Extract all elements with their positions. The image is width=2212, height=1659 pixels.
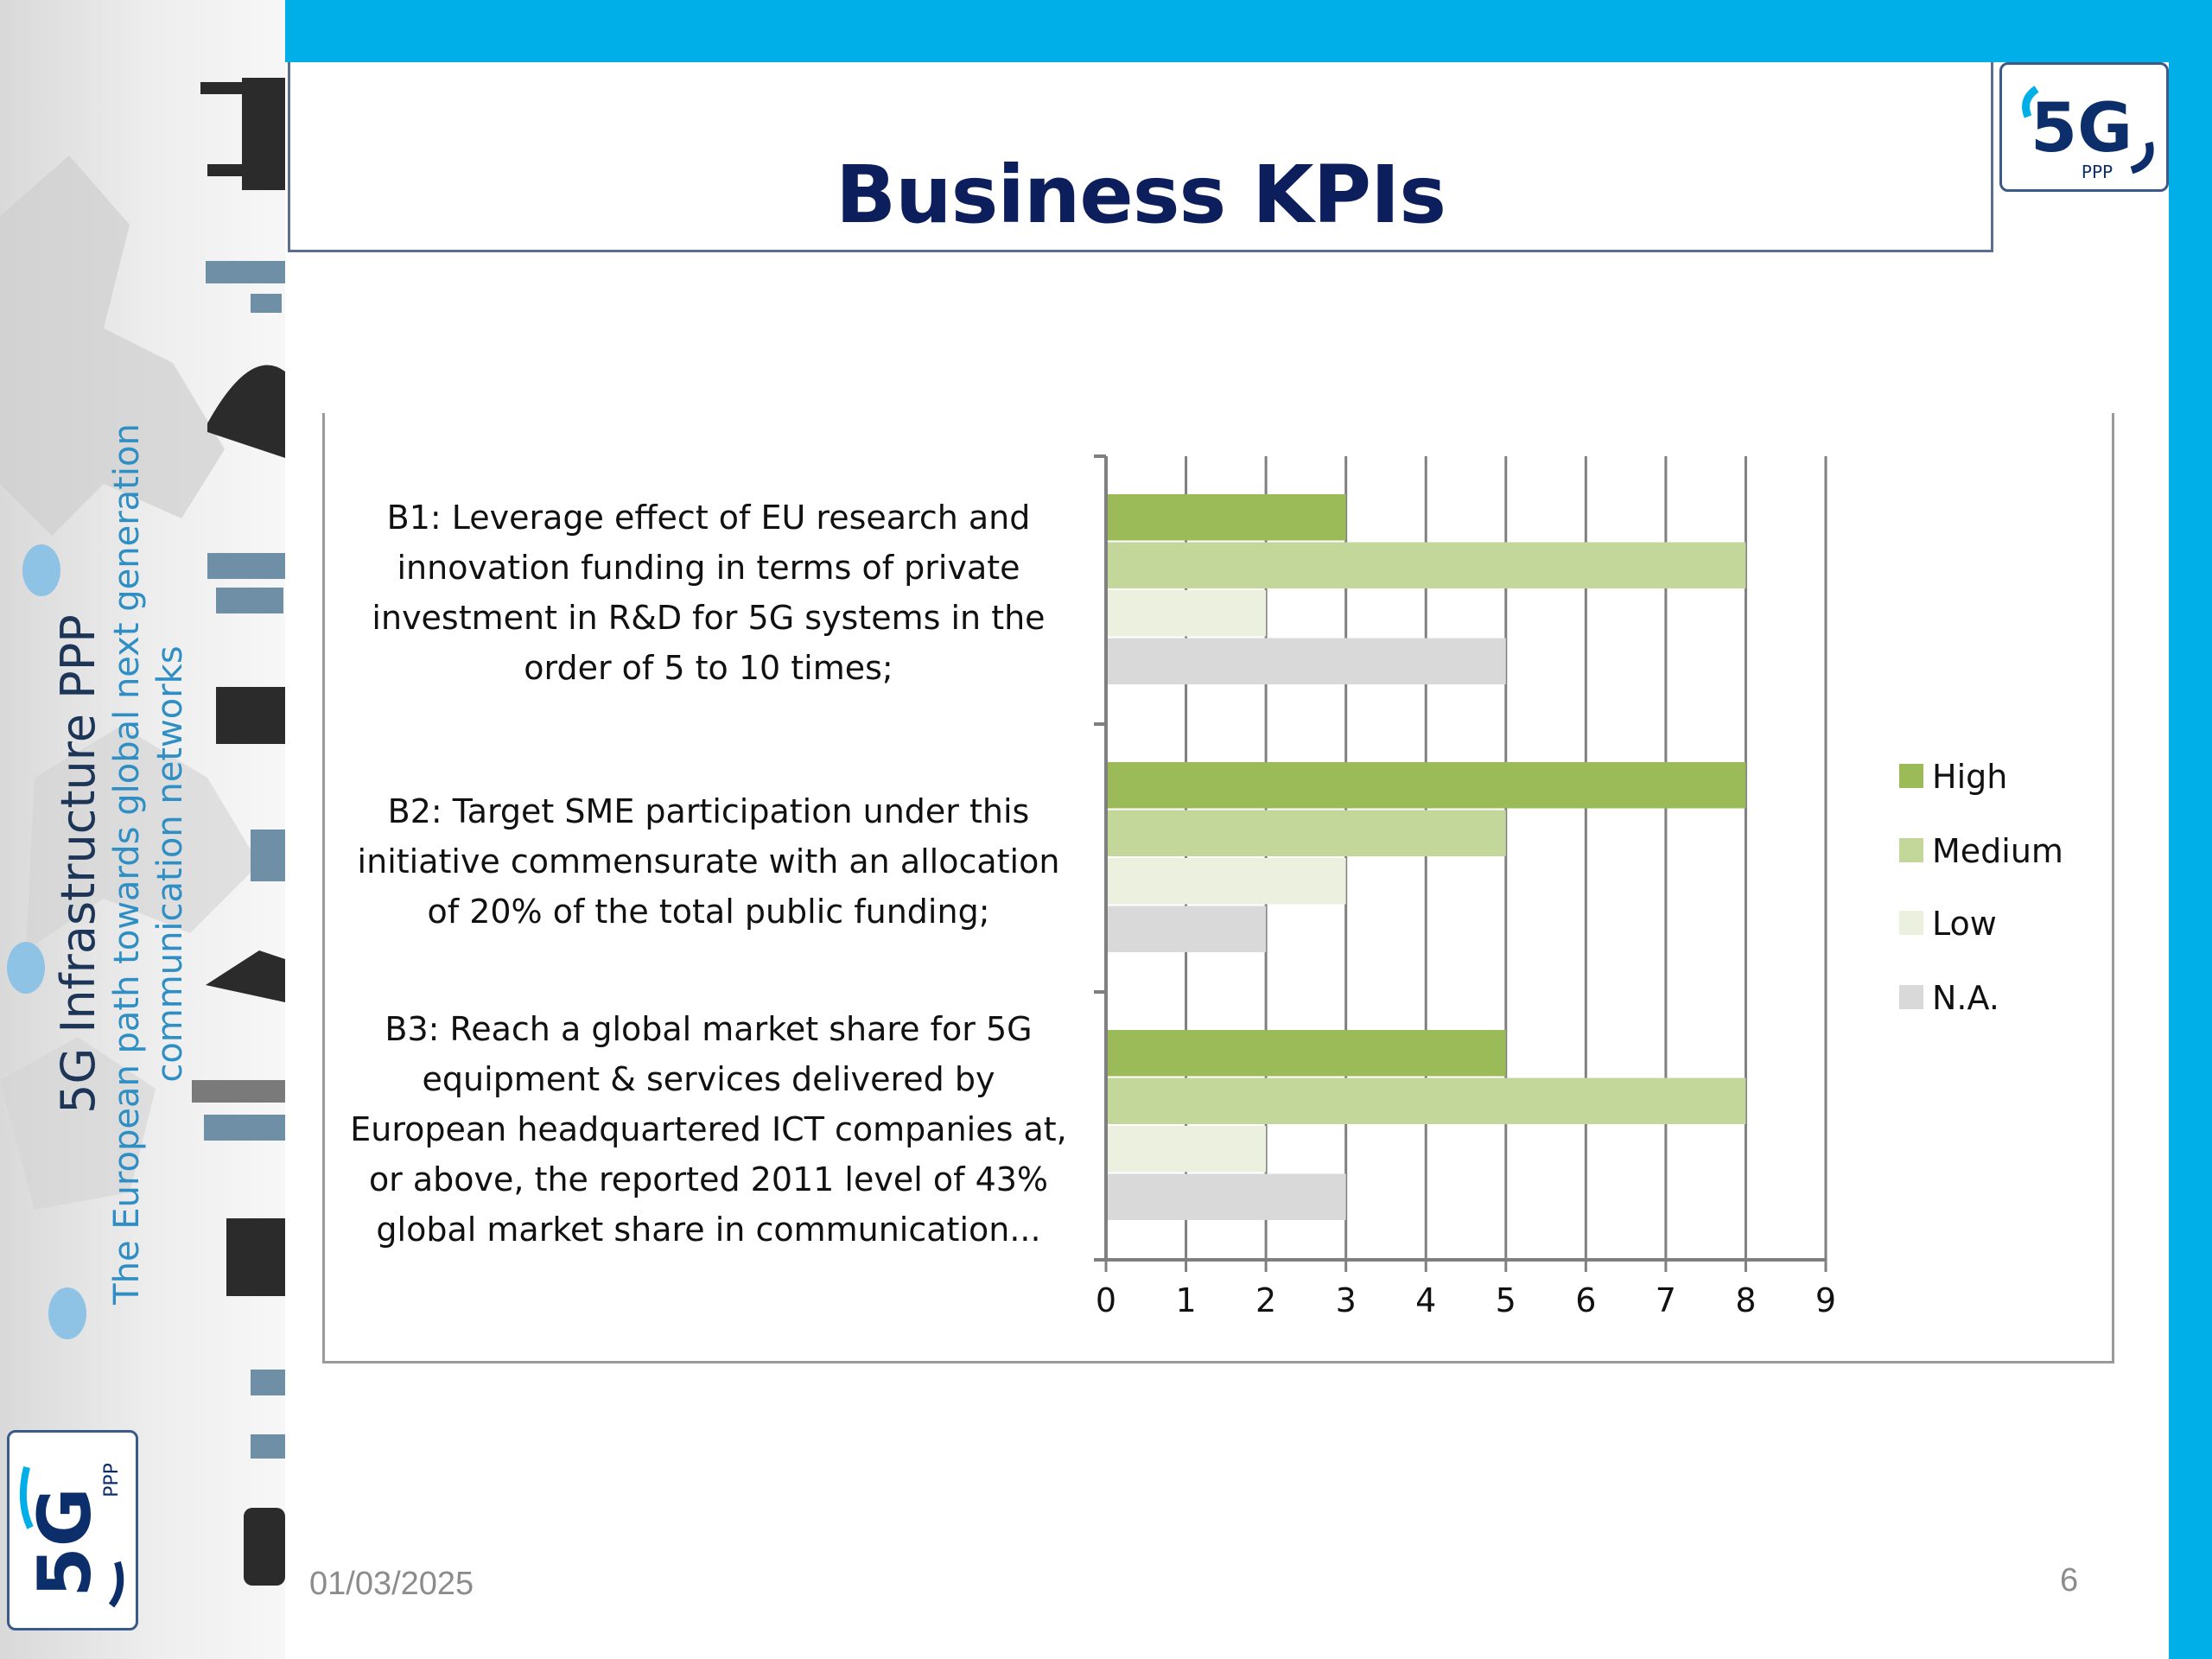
x-tick-label: 3 bbox=[1336, 1281, 1357, 1319]
bar-medium-2 bbox=[1106, 810, 1506, 856]
category-label-line: global market share in communication... bbox=[376, 1211, 1041, 1249]
category-label-line: B2: Target SME participation under this bbox=[387, 792, 1030, 830]
x-tick-label: 6 bbox=[1575, 1281, 1596, 1319]
bar-low-2 bbox=[1106, 858, 1346, 905]
top-banner bbox=[285, 0, 2169, 62]
legend-label: Medium bbox=[1932, 832, 2063, 870]
category-label-b3: B3: Reach a global market share for 5G eq… bbox=[328, 1004, 1089, 1255]
svg-text:PPP: PPP bbox=[2082, 162, 2113, 182]
x-tick-label: 1 bbox=[1175, 1281, 1196, 1319]
5g-ppp-logo-bottom: 5G PPP bbox=[7, 1430, 138, 1630]
sidebar-decoration: 5G Infrastructure PPP The European path … bbox=[0, 0, 285, 1659]
legend-swatch-high bbox=[1899, 764, 1923, 788]
x-tick-label: 4 bbox=[1415, 1281, 1436, 1319]
svg-text:5G: 5G bbox=[2031, 90, 2133, 168]
category-label-line: investment in R&D for 5G systems in the bbox=[372, 599, 1046, 637]
category-label-line: equipment & services delivered by bbox=[422, 1060, 995, 1098]
bar-medium-1 bbox=[1106, 542, 1746, 588]
bar-low-3 bbox=[1106, 1126, 1267, 1173]
page-title: Business KPIs bbox=[835, 149, 1446, 241]
5g-logo-icon: 5G PPP bbox=[19, 1463, 124, 1608]
x-tick-label: 7 bbox=[1656, 1281, 1676, 1319]
bar-high-2 bbox=[1106, 762, 1746, 809]
skyline-illustration bbox=[0, 78, 285, 1586]
category-label-line: order of 5 to 10 times; bbox=[524, 649, 893, 687]
chart-frame bbox=[322, 413, 2114, 1363]
5g-ppp-logo-top: 5G PPP bbox=[1999, 62, 2169, 192]
bar-na-3 bbox=[1106, 1173, 1346, 1220]
legend-swatch-medium bbox=[1899, 838, 1923, 862]
legend-swatch-na bbox=[1899, 985, 1923, 1009]
footer-date: 01/03/2025 bbox=[309, 1566, 474, 1602]
bar-low-1 bbox=[1106, 590, 1267, 637]
bar-high-1 bbox=[1106, 494, 1346, 541]
category-label-line: initiative commensurate with an allocati… bbox=[357, 842, 1060, 880]
bar-high-3 bbox=[1106, 1030, 1506, 1077]
bar-na-2 bbox=[1106, 906, 1267, 952]
legend-label: Low bbox=[1932, 905, 1997, 943]
category-label-line: B3: Reach a global market share for 5G bbox=[385, 1010, 1033, 1048]
x-tick-label: 5 bbox=[1496, 1281, 1516, 1319]
category-label-b1: B1: Leverage effect of EU research and in… bbox=[328, 493, 1089, 693]
category-label-line: innovation funding in terms of private bbox=[397, 549, 1020, 587]
category-label-b2: B2: Target SME participation under this i… bbox=[328, 786, 1089, 937]
category-label-line: B1: Leverage effect of EU research and bbox=[386, 499, 1031, 537]
x-tick-label: 8 bbox=[1735, 1281, 1756, 1319]
legend-label: N.A. bbox=[1932, 979, 1999, 1017]
bar-medium-3 bbox=[1106, 1077, 1746, 1124]
page-number: 6 bbox=[2060, 1562, 2079, 1599]
legend-swatch-low bbox=[1899, 911, 1923, 935]
svg-text:PPP: PPP bbox=[101, 1463, 123, 1497]
5g-logo-icon: 5G PPP bbox=[2022, 86, 2154, 182]
svg-text:5G: 5G bbox=[22, 1487, 107, 1597]
right-stripe bbox=[2169, 0, 2212, 1659]
legend-label: High bbox=[1932, 758, 2007, 796]
bar-na-1 bbox=[1106, 638, 1506, 684]
x-tick-label: 9 bbox=[1815, 1281, 1836, 1319]
category-label-line: European headquartered ICT companies at, bbox=[350, 1110, 1067, 1148]
category-label-line: of 20% of the total public funding; bbox=[427, 893, 990, 931]
x-tick-label: 0 bbox=[1096, 1281, 1116, 1319]
category-label-line: or above, the reported 2011 level of 43% bbox=[368, 1160, 1049, 1198]
title-box: Business KPIs bbox=[288, 62, 1993, 252]
x-tick-label: 2 bbox=[1255, 1281, 1276, 1319]
